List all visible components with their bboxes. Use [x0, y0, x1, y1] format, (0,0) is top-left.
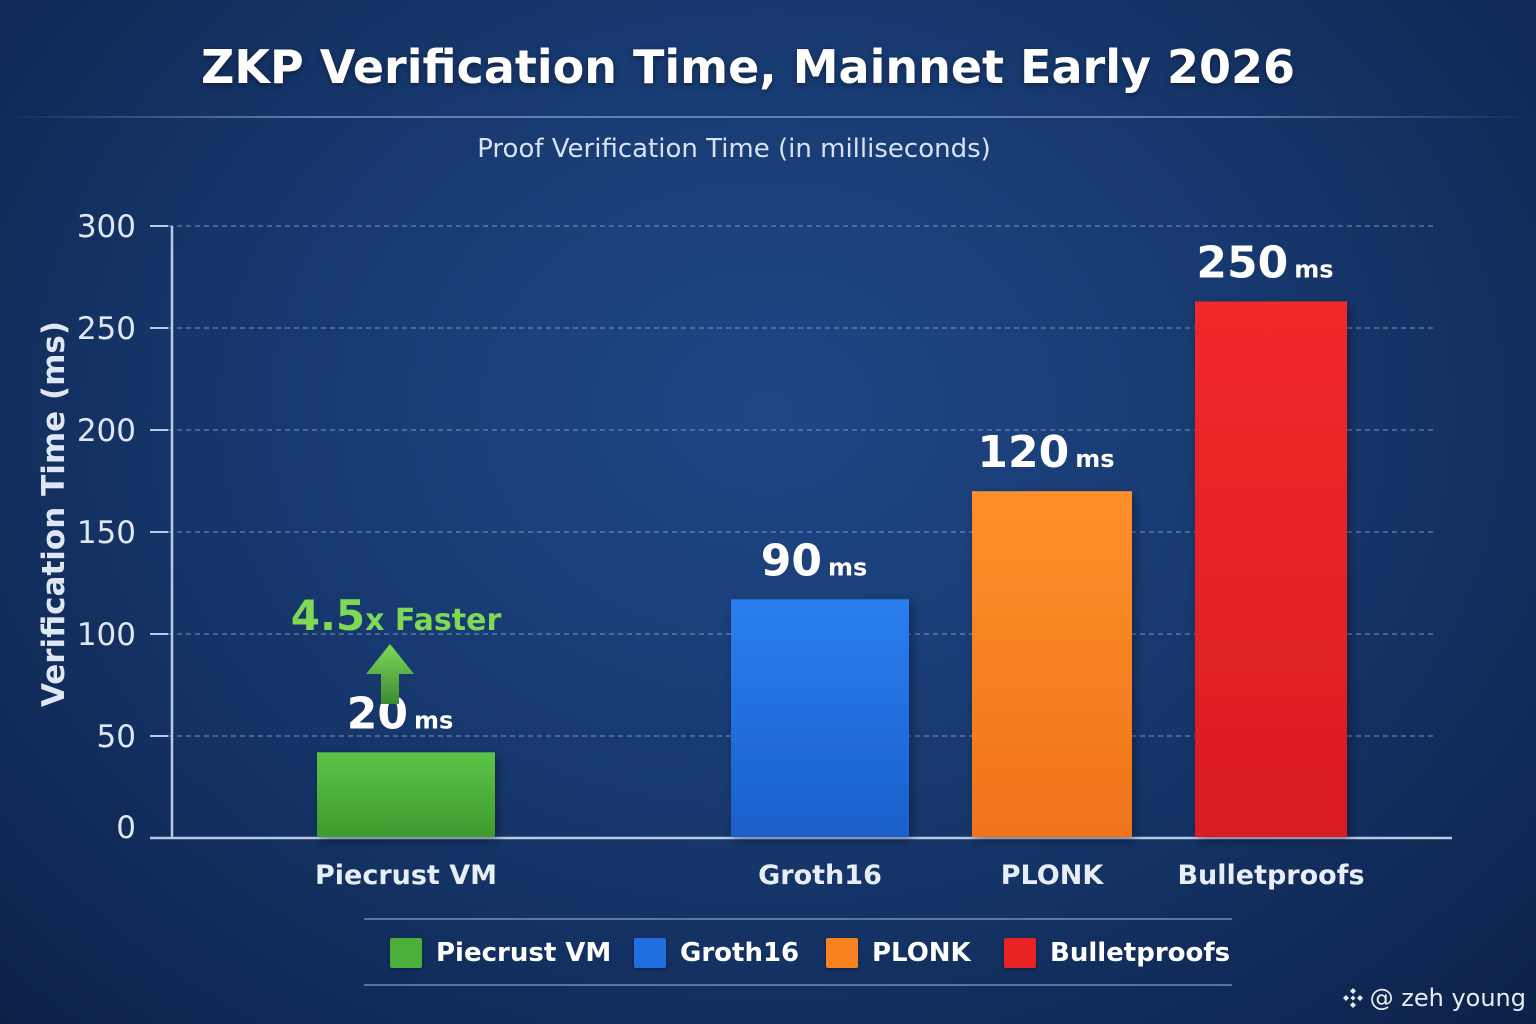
y-tick-label: 250: [77, 311, 136, 347]
y-tick-label: 300: [77, 209, 136, 245]
legend-label: Groth16: [680, 938, 800, 968]
bars: [317, 301, 1347, 838]
bar-bulletproofs: [1195, 301, 1347, 838]
legend-item-piecrust-vm: Piecrust VM: [390, 938, 611, 968]
legend-swatch-red: [1004, 938, 1036, 968]
watermark-text: @ zeh young: [1369, 984, 1526, 1012]
legend-item-plonk: PLONK: [826, 938, 971, 968]
bar-piecrust-vm: [317, 752, 495, 837]
chart-subtitle: Proof Verification Time (in milliseconds…: [477, 134, 991, 164]
y-tick-label: 50: [97, 719, 136, 755]
legend-label: Bulletproofs: [1050, 938, 1231, 968]
legend-item-bulletproofs: Bulletproofs: [1004, 938, 1230, 968]
legend-label: PLONK: [872, 938, 971, 968]
value-label: 20 ms: [347, 688, 454, 739]
x-category-label: Bulletproofs: [1177, 860, 1364, 891]
x-category-label: Piecrust VM: [315, 860, 497, 891]
x-category-label: Groth16: [758, 860, 882, 891]
watermark: @ zeh young: [1342, 984, 1526, 1012]
labels: 0 50 100 150 200 250 300 Verification Time (ms)…: [36, 209, 1365, 891]
bar-groth16: [731, 599, 909, 837]
legend-swatch-blue: [634, 938, 666, 968]
legend-swatch-green: [390, 938, 422, 968]
y-axis-title: Verification Time (ms): [36, 321, 72, 707]
value-label: 250 ms: [1196, 237, 1333, 288]
speedup-annotation: 4.5x Faster: [291, 591, 502, 640]
axes: [150, 225, 1452, 840]
y-tick-label: 0: [116, 810, 136, 846]
value-label: 120 ms: [977, 427, 1114, 478]
up-arrow-icon: [366, 644, 414, 704]
legend-label: Piecrust VM: [436, 938, 612, 968]
annotation: 4.5x Faster: [291, 591, 502, 704]
value-label: 90 ms: [761, 535, 868, 586]
x-category-label: PLONK: [1001, 860, 1105, 891]
y-tick-label: 100: [77, 617, 136, 653]
legend: Piecrust VM Groth16 PLONK Bulletproofs: [364, 918, 1232, 986]
legend-item-groth16: Groth16: [634, 938, 799, 968]
y-tick-label: 150: [77, 515, 136, 551]
chart-title: ZKP Verification Time, Mainnet Early 202…: [201, 40, 1295, 94]
y-tick-label: 200: [77, 413, 136, 449]
diamond-logo-icon: [1342, 988, 1363, 1008]
title-divider: [0, 116, 1536, 118]
bar-plonk: [972, 491, 1132, 837]
legend-swatch-orange: [826, 938, 858, 968]
